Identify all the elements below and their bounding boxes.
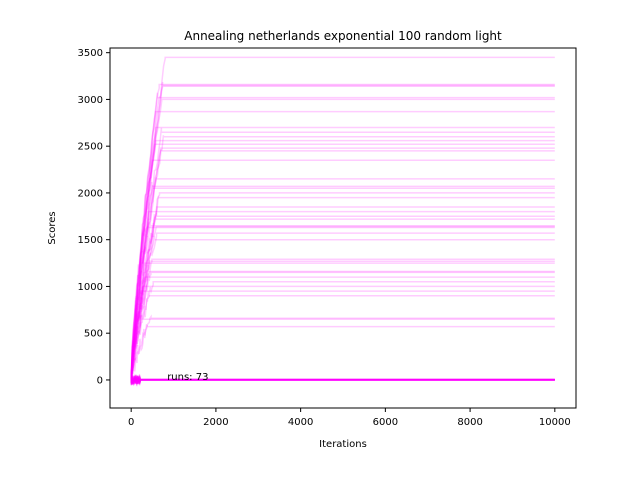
x-tick-label: 4000 (288, 417, 313, 428)
run-series-line (130, 375, 555, 386)
y-tick-label: 1000 (78, 282, 103, 293)
y-axis-label: Scores (47, 211, 58, 244)
run-series-line (130, 195, 555, 383)
run-series-line (130, 262, 555, 381)
x-axis-label: Iterations (319, 439, 367, 450)
run-series-line (130, 373, 555, 385)
run-series-line (130, 98, 555, 378)
y-tick-label: 2500 (78, 142, 103, 153)
chart-title: Annealing netherlands exponential 100 ra… (184, 29, 502, 43)
run-series-line (130, 374, 555, 385)
x-tick-label: 0 (128, 417, 134, 428)
run-series-line (130, 376, 555, 385)
run-series-line (130, 139, 555, 378)
run-series-line (130, 314, 555, 385)
run-series-line (130, 110, 555, 380)
run-series-line (130, 375, 555, 385)
run-series-line (130, 135, 555, 384)
run-series-line (130, 258, 555, 379)
run-series-line (130, 206, 555, 378)
run-series-line (130, 225, 555, 379)
run-series-line (131, 375, 555, 385)
run-series-line (130, 260, 555, 379)
series-layer (130, 56, 555, 387)
run-series-line (130, 376, 555, 387)
y-axis: 0 500 1000 1500 2000 2500 3000 3500 (78, 48, 110, 386)
run-series-line (130, 374, 555, 383)
y-tick-label: 2000 (78, 188, 103, 199)
run-series-line (130, 222, 555, 383)
run-series-line (130, 177, 555, 380)
run-series-line (130, 375, 555, 386)
runs-annotation: runs: 73 (167, 372, 208, 383)
run-series-line (130, 375, 555, 385)
run-series-line (130, 281, 555, 378)
run-series-line (130, 149, 555, 381)
run-series-line (130, 323, 555, 380)
run-series-line (130, 285, 555, 380)
run-series-line (130, 185, 555, 384)
run-series-line (130, 374, 555, 386)
run-series-line (130, 373, 555, 386)
run-series-line (130, 315, 555, 379)
run-series-line (130, 232, 555, 379)
run-series-line (131, 377, 555, 386)
run-series-line (130, 83, 555, 381)
x-tick-label: 10000 (539, 417, 571, 428)
run-series-line (130, 226, 555, 379)
run-series-line (130, 270, 555, 379)
run-series-line (130, 376, 555, 387)
run-series-line (130, 373, 555, 384)
run-series-line (130, 143, 555, 382)
y-tick-label: 500 (84, 329, 103, 340)
run-series-line (130, 212, 555, 383)
y-tick-label: 0 (97, 375, 103, 386)
run-series-line (130, 375, 555, 385)
run-series-line (131, 373, 555, 387)
run-series-line (130, 216, 555, 384)
run-series-line (130, 374, 555, 385)
run-series-line (130, 235, 555, 382)
run-series-line (130, 192, 555, 381)
run-series-line (130, 378, 555, 386)
run-series-line (130, 56, 555, 382)
run-series-line (130, 376, 555, 387)
plot-frame (109, 47, 577, 409)
run-series-line (130, 210, 555, 383)
run-series-line (130, 276, 555, 381)
run-series-line (130, 376, 555, 384)
run-series-line (130, 373, 555, 385)
run-series-line (130, 376, 555, 386)
y-tick-label: 3000 (78, 95, 103, 106)
run-series-line (130, 271, 555, 383)
run-series-line (130, 373, 555, 387)
x-tick-label: 6000 (373, 417, 398, 428)
run-series-line (130, 126, 555, 381)
run-series-line (130, 374, 555, 385)
run-series-line (130, 92, 555, 380)
run-series-line (130, 373, 555, 386)
run-series-line (130, 81, 555, 384)
x-tick-label: 2000 (203, 417, 228, 428)
run-series-line (130, 290, 555, 380)
run-series-line (130, 374, 555, 385)
run-series-line (130, 159, 555, 383)
run-series-line (130, 375, 555, 384)
run-series-line (130, 181, 555, 381)
x-axis: 0 2000 4000 6000 8000 10000 (128, 408, 571, 428)
run-series-line (130, 374, 555, 387)
run-series-line (130, 375, 555, 386)
run-series-line (130, 374, 555, 385)
run-series-line (130, 127, 555, 384)
y-tick-label: 3500 (78, 48, 103, 59)
run-series-line (130, 147, 555, 381)
x-tick-label: 8000 (457, 417, 482, 428)
run-series-line (130, 291, 555, 382)
run-series-line (130, 85, 555, 379)
y-tick-label: 1500 (78, 235, 103, 246)
